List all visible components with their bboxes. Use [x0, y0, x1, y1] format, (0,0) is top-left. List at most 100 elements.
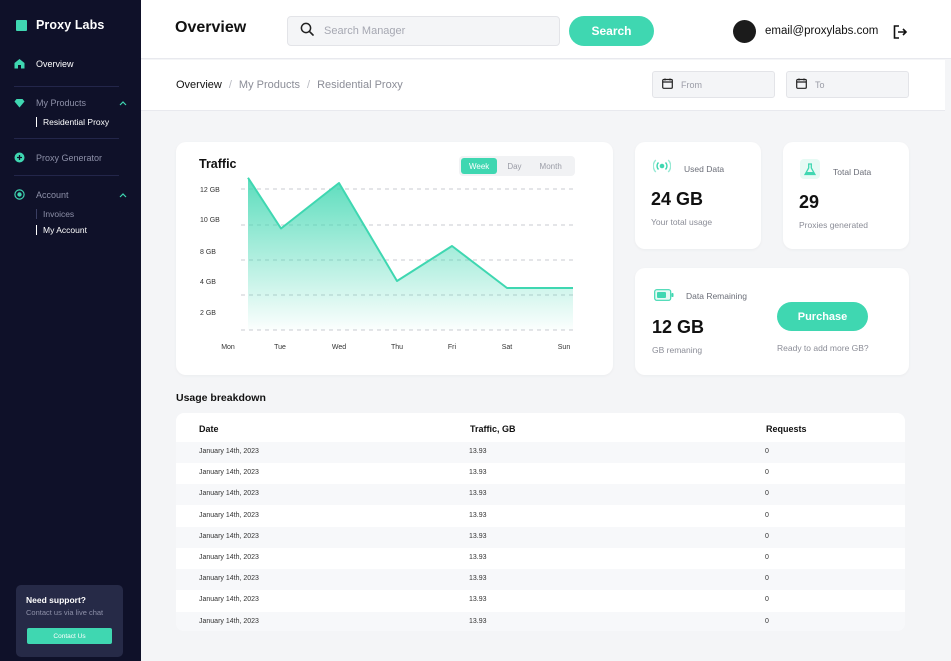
table-header-row: Date Traffic, GB Requests	[176, 413, 905, 443]
date-cell: January 14th, 2023	[199, 469, 259, 477]
date-cell: January 14th, 2023	[199, 511, 259, 519]
traffic-cell: 13.93	[469, 511, 487, 519]
support-subtitle: Contact us via live chat	[26, 608, 104, 617]
traffic-cell: 13.93	[469, 617, 487, 625]
y-tick-label: 8 GB	[200, 249, 216, 256]
calendar-icon	[796, 78, 807, 91]
table-row[interactable]: January 14th, 2023 13.93 0	[176, 506, 905, 527]
breadcrumb-bar: Overview / My Products / Residential Pro…	[141, 60, 945, 111]
usage-table: Date Traffic, GB Requests January 14th, …	[176, 413, 905, 631]
sidebar-subitem-invoices[interactable]: Invoices	[36, 209, 74, 219]
chevron-up-icon[interactable]	[119, 98, 127, 108]
traffic-area	[248, 177, 573, 330]
logout-icon[interactable]	[892, 24, 908, 45]
avatar[interactable]	[733, 20, 756, 43]
y-tick-label: 10 GB	[200, 217, 220, 224]
brand[interactable]: Proxy Labs	[16, 18, 104, 32]
breadcrumb-item[interactable]: Residential Proxy	[317, 79, 403, 91]
column-header-date[interactable]: Date	[199, 424, 219, 434]
data-remaining-label: Data Remaining	[686, 291, 747, 301]
breadcrumb: Overview / My Products / Residential Pro…	[176, 79, 403, 91]
total-data-card: Total Data 29 Proxies generated	[783, 142, 909, 249]
search-input[interactable]	[324, 25, 544, 37]
column-header-traffic[interactable]: Traffic, GB	[470, 424, 516, 434]
date-cell: January 14th, 2023	[199, 554, 259, 561]
logo-icon	[16, 19, 27, 31]
search-box[interactable]	[287, 16, 560, 46]
x-tick-label: Mon	[221, 344, 235, 351]
sidebar-item-my-products[interactable]: My Products	[14, 97, 127, 108]
diamond-icon	[14, 97, 25, 108]
from-date-placeholder: From	[681, 79, 702, 90]
requests-cell: 0	[765, 469, 769, 477]
sidebar-item-label: Account	[36, 189, 69, 200]
to-date-field[interactable]: To	[786, 71, 909, 98]
breadcrumb-separator: /	[228, 79, 232, 91]
traffic-cell: 13.93	[469, 554, 487, 561]
table-row[interactable]: January 14th, 2023 13.93 0	[176, 484, 905, 506]
support-card: Need support? Contact us via live chat C…	[16, 585, 123, 657]
sidebar-item-label: Proxy Generator	[36, 152, 103, 163]
table-row[interactable]: January 14th, 2023 13.93 0	[176, 526, 905, 548]
user-circle-icon	[14, 189, 25, 200]
date-cell: January 14th, 2023	[199, 596, 259, 604]
requests-cell: 0	[765, 490, 769, 498]
sidebar-subitem-residential-proxy[interactable]: Residential Proxy	[36, 117, 109, 127]
breadcrumb-item[interactable]: My Products	[238, 79, 301, 91]
requests-cell: 0	[765, 532, 769, 540]
brand-name: Proxy Labs	[36, 18, 105, 32]
date-cell: January 14th, 2023	[199, 448, 259, 455]
range-tabs: Week Day Month	[459, 156, 575, 176]
page-title: Overview	[175, 19, 247, 36]
sidebar-subitem-my-account[interactable]: My Account	[36, 225, 87, 235]
tab-day[interactable]: Day	[499, 158, 529, 174]
requests-cell: 0	[765, 511, 769, 519]
contact-us-button[interactable]: Contact Us	[27, 628, 112, 644]
from-date-field[interactable]: From	[652, 71, 775, 98]
user-email: email@proxylabs.com	[765, 25, 879, 37]
battery-icon	[654, 288, 674, 306]
total-data-value: 29	[799, 192, 820, 212]
traffic-cell: 13.93	[469, 469, 487, 477]
table-row[interactable]: January 14th, 2023 13.93 0	[176, 548, 905, 569]
breadcrumb-item[interactable]: Overview	[176, 79, 222, 91]
signal-icon	[652, 159, 672, 178]
plus-circle-icon	[14, 152, 25, 163]
table-row[interactable]: January 14th, 2023 13.93 0	[176, 611, 905, 631]
search-button[interactable]: Search	[569, 16, 654, 46]
table-row[interactable]: January 14th, 2023 13.93 0	[176, 569, 905, 591]
used-data-label: Used Data	[684, 164, 725, 174]
y-tick-label: 2 GB	[200, 310, 216, 317]
tab-week[interactable]: Week	[461, 158, 498, 174]
purchase-button[interactable]: Purchase	[777, 302, 868, 331]
table-row[interactable]: January 14th, 2023 13.93 0	[176, 442, 905, 463]
to-date-placeholder: To	[815, 79, 825, 90]
used-data-sub: Your total usage	[651, 217, 713, 227]
x-tick-label: Wed	[332, 344, 346, 351]
tab-month[interactable]: Month	[532, 158, 570, 174]
sidebar-item-account[interactable]: Account	[14, 189, 127, 200]
requests-cell: 0	[765, 448, 769, 455]
sidebar-item-proxy-generator[interactable]: Proxy Generator	[14, 152, 127, 163]
x-tick-label: Sun	[558, 344, 571, 351]
table-row[interactable]: January 14th, 2023 13.93 0	[176, 463, 905, 484]
y-tick-label: 12 GB	[200, 187, 220, 194]
date-cell: January 14th, 2023	[199, 617, 259, 625]
traffic-title: Traffic	[199, 157, 237, 171]
y-tick-label: 4 GB	[200, 279, 216, 286]
sidebar-item-overview[interactable]: Overview	[14, 58, 127, 69]
requests-cell: 0	[765, 554, 769, 561]
traffic-cell: 13.93	[469, 490, 487, 498]
data-remaining-sub: GB remaning	[652, 345, 703, 355]
traffic-cell: 13.93	[469, 575, 487, 583]
breadcrumb-separator: /	[307, 79, 311, 91]
data-remaining-value: 12 GB	[652, 317, 705, 337]
divider	[14, 138, 119, 139]
chevron-up-icon[interactable]	[119, 190, 127, 200]
used-data-value: 24 GB	[651, 189, 704, 209]
requests-cell: 0	[765, 575, 769, 583]
column-header-requests[interactable]: Requests	[766, 424, 807, 434]
flask-icon	[800, 159, 820, 179]
sidebar: Proxy Labs Overview My Products Resident…	[0, 0, 141, 661]
table-row[interactable]: January 14th, 2023 13.93 0	[176, 590, 905, 611]
